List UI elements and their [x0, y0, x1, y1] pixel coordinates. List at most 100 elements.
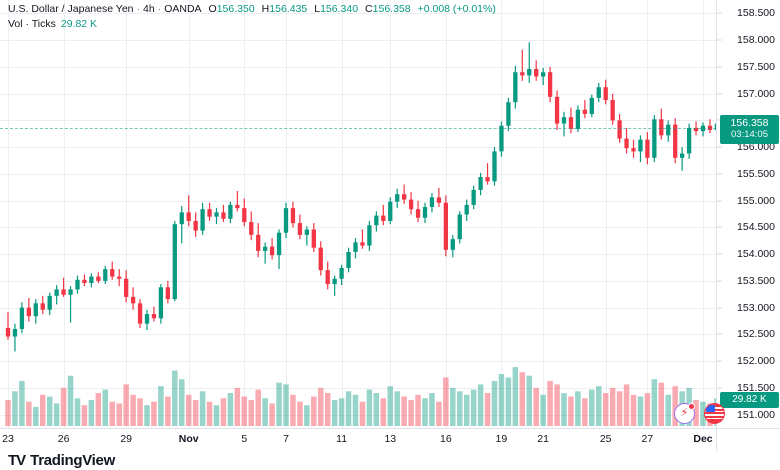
- volume-bar: [255, 389, 261, 426]
- volume-bar: [88, 400, 95, 426]
- axis-corner: [716, 428, 780, 451]
- volume-bar: [408, 400, 414, 426]
- candle-wick: [584, 100, 586, 119]
- volume-bar: [318, 387, 324, 426]
- price-axis-tick: 152.500: [737, 328, 775, 341]
- volume-bar: [651, 379, 658, 426]
- candle-wick: [188, 195, 190, 227]
- volume-bar: [123, 384, 129, 426]
- volume-bar: [373, 393, 380, 426]
- gridline-horizontal: [0, 361, 716, 363]
- flag-stripe: [705, 414, 724, 416]
- price-axis[interactable]: 156.358 03:14:05 29.82 K 158.500 158.000 1…: [716, 0, 780, 428]
- price-axis-tick: 157.500: [737, 60, 775, 73]
- candle-body: [652, 119, 657, 158]
- candle-body: [680, 153, 685, 158]
- volume-axis-badge: 29.82 K: [720, 392, 779, 408]
- candle-body: [499, 125, 504, 152]
- candle-body: [68, 289, 73, 295]
- candle-body: [478, 177, 483, 190]
- interval-label[interactable]: 4h: [143, 3, 155, 15]
- candle-body: [367, 225, 372, 246]
- gridline-horizontal: [0, 93, 716, 95]
- volume-bar: [234, 387, 241, 426]
- symbol-name[interactable]: U.S. Dollar / Japanese Yen: [8, 3, 134, 15]
- volume-value: 29.82 K: [60, 18, 98, 30]
- candle-body: [582, 109, 587, 114]
- flash-alert-icon[interactable]: ⚡: [674, 403, 695, 424]
- volume-bar: [470, 389, 477, 426]
- chart-plot-area[interactable]: [0, 0, 716, 428]
- volume-bar: [53, 403, 60, 426]
- legend-separator-1: ·: [136, 3, 141, 15]
- gridline-horizontal: [0, 227, 716, 229]
- candle-wick: [528, 42, 530, 83]
- volume-bar: [443, 377, 449, 426]
- candle-body: [520, 72, 525, 76]
- us-flag-icon[interactable]: [704, 403, 725, 424]
- candle-wick: [264, 242, 266, 264]
- open-value: 156.350: [216, 3, 255, 15]
- volume-bar: [505, 377, 512, 426]
- candle-body: [130, 296, 136, 304]
- time-axis[interactable]: 23 26 29 Nov 5 7 11 13 16 19 21 25 27 Dec: [0, 428, 716, 451]
- volume-bar: [137, 398, 143, 426]
- price-axis-tick: 157.000: [737, 87, 775, 100]
- candle-body: [75, 279, 80, 290]
- volume-bar: [304, 405, 310, 426]
- ohlc-close: C156.358: [365, 3, 411, 16]
- candle-body: [242, 208, 247, 223]
- tradingview-watermark[interactable]: TV TradingView: [8, 452, 115, 469]
- price-axis-tick: 155.000: [737, 194, 775, 207]
- candle-wick: [361, 229, 364, 249]
- volume-bar: [352, 394, 359, 426]
- candle-body: [33, 303, 38, 317]
- volume-bar: [102, 389, 109, 426]
- volume-bar: [450, 387, 456, 426]
- time-axis-tick: 16: [440, 433, 452, 445]
- candle-wick: [63, 277, 65, 297]
- volume-bar: [665, 394, 671, 426]
- volume-bar: [366, 389, 373, 426]
- volume-bar: [512, 367, 519, 426]
- legend-symbol-row[interactable]: U.S. Dollar / Japanese Yen · 4h · OANDA …: [8, 3, 496, 16]
- price-axis-tick-mark: [717, 333, 722, 335]
- volume-legend-row[interactable]: Vol · Ticks 29.82 K: [8, 18, 496, 31]
- candle-body: [151, 314, 157, 319]
- exchange-label[interactable]: OANDA: [164, 3, 202, 15]
- volume-bar: [554, 384, 560, 426]
- volume-bar: [533, 387, 539, 426]
- time-axis-tick: 5: [241, 433, 248, 445]
- volume-bar: [165, 396, 171, 426]
- alert-dot: [688, 403, 695, 410]
- tradingview-logo-icon: TV: [8, 452, 26, 469]
- volume-bar: [12, 391, 18, 426]
- volume-bar: [519, 372, 526, 426]
- candle-body: [631, 148, 636, 152]
- candle-body: [89, 276, 94, 284]
- candle-body: [200, 209, 205, 231]
- candle-body: [568, 117, 574, 129]
- price-axis-tick: 152.000: [737, 355, 775, 368]
- candle-body: [249, 222, 254, 235]
- price-axis-tick-mark: [717, 360, 722, 362]
- price-axis-tick-mark: [717, 280, 722, 282]
- gridline-horizontal: [0, 414, 716, 416]
- volume-bar: [213, 405, 220, 426]
- volume-bar: [498, 374, 505, 426]
- volume-bar: [297, 401, 303, 426]
- candle-body: [443, 202, 448, 250]
- volume-bar: [415, 394, 421, 426]
- price-axis-tick-mark: [717, 253, 722, 255]
- volume-bar: [276, 382, 282, 426]
- candle-wick: [306, 226, 308, 246]
- candle-body: [346, 251, 351, 269]
- candle-body: [158, 287, 164, 319]
- candle-body: [402, 194, 407, 200]
- price-axis-tick-mark: [717, 200, 722, 202]
- candle-body: [82, 279, 87, 284]
- price-axis-tick: 151.000: [737, 408, 775, 421]
- price-axis-tick-mark: [717, 12, 722, 14]
- candle-body: [638, 139, 643, 152]
- price-axis-tick-mark: [717, 173, 722, 175]
